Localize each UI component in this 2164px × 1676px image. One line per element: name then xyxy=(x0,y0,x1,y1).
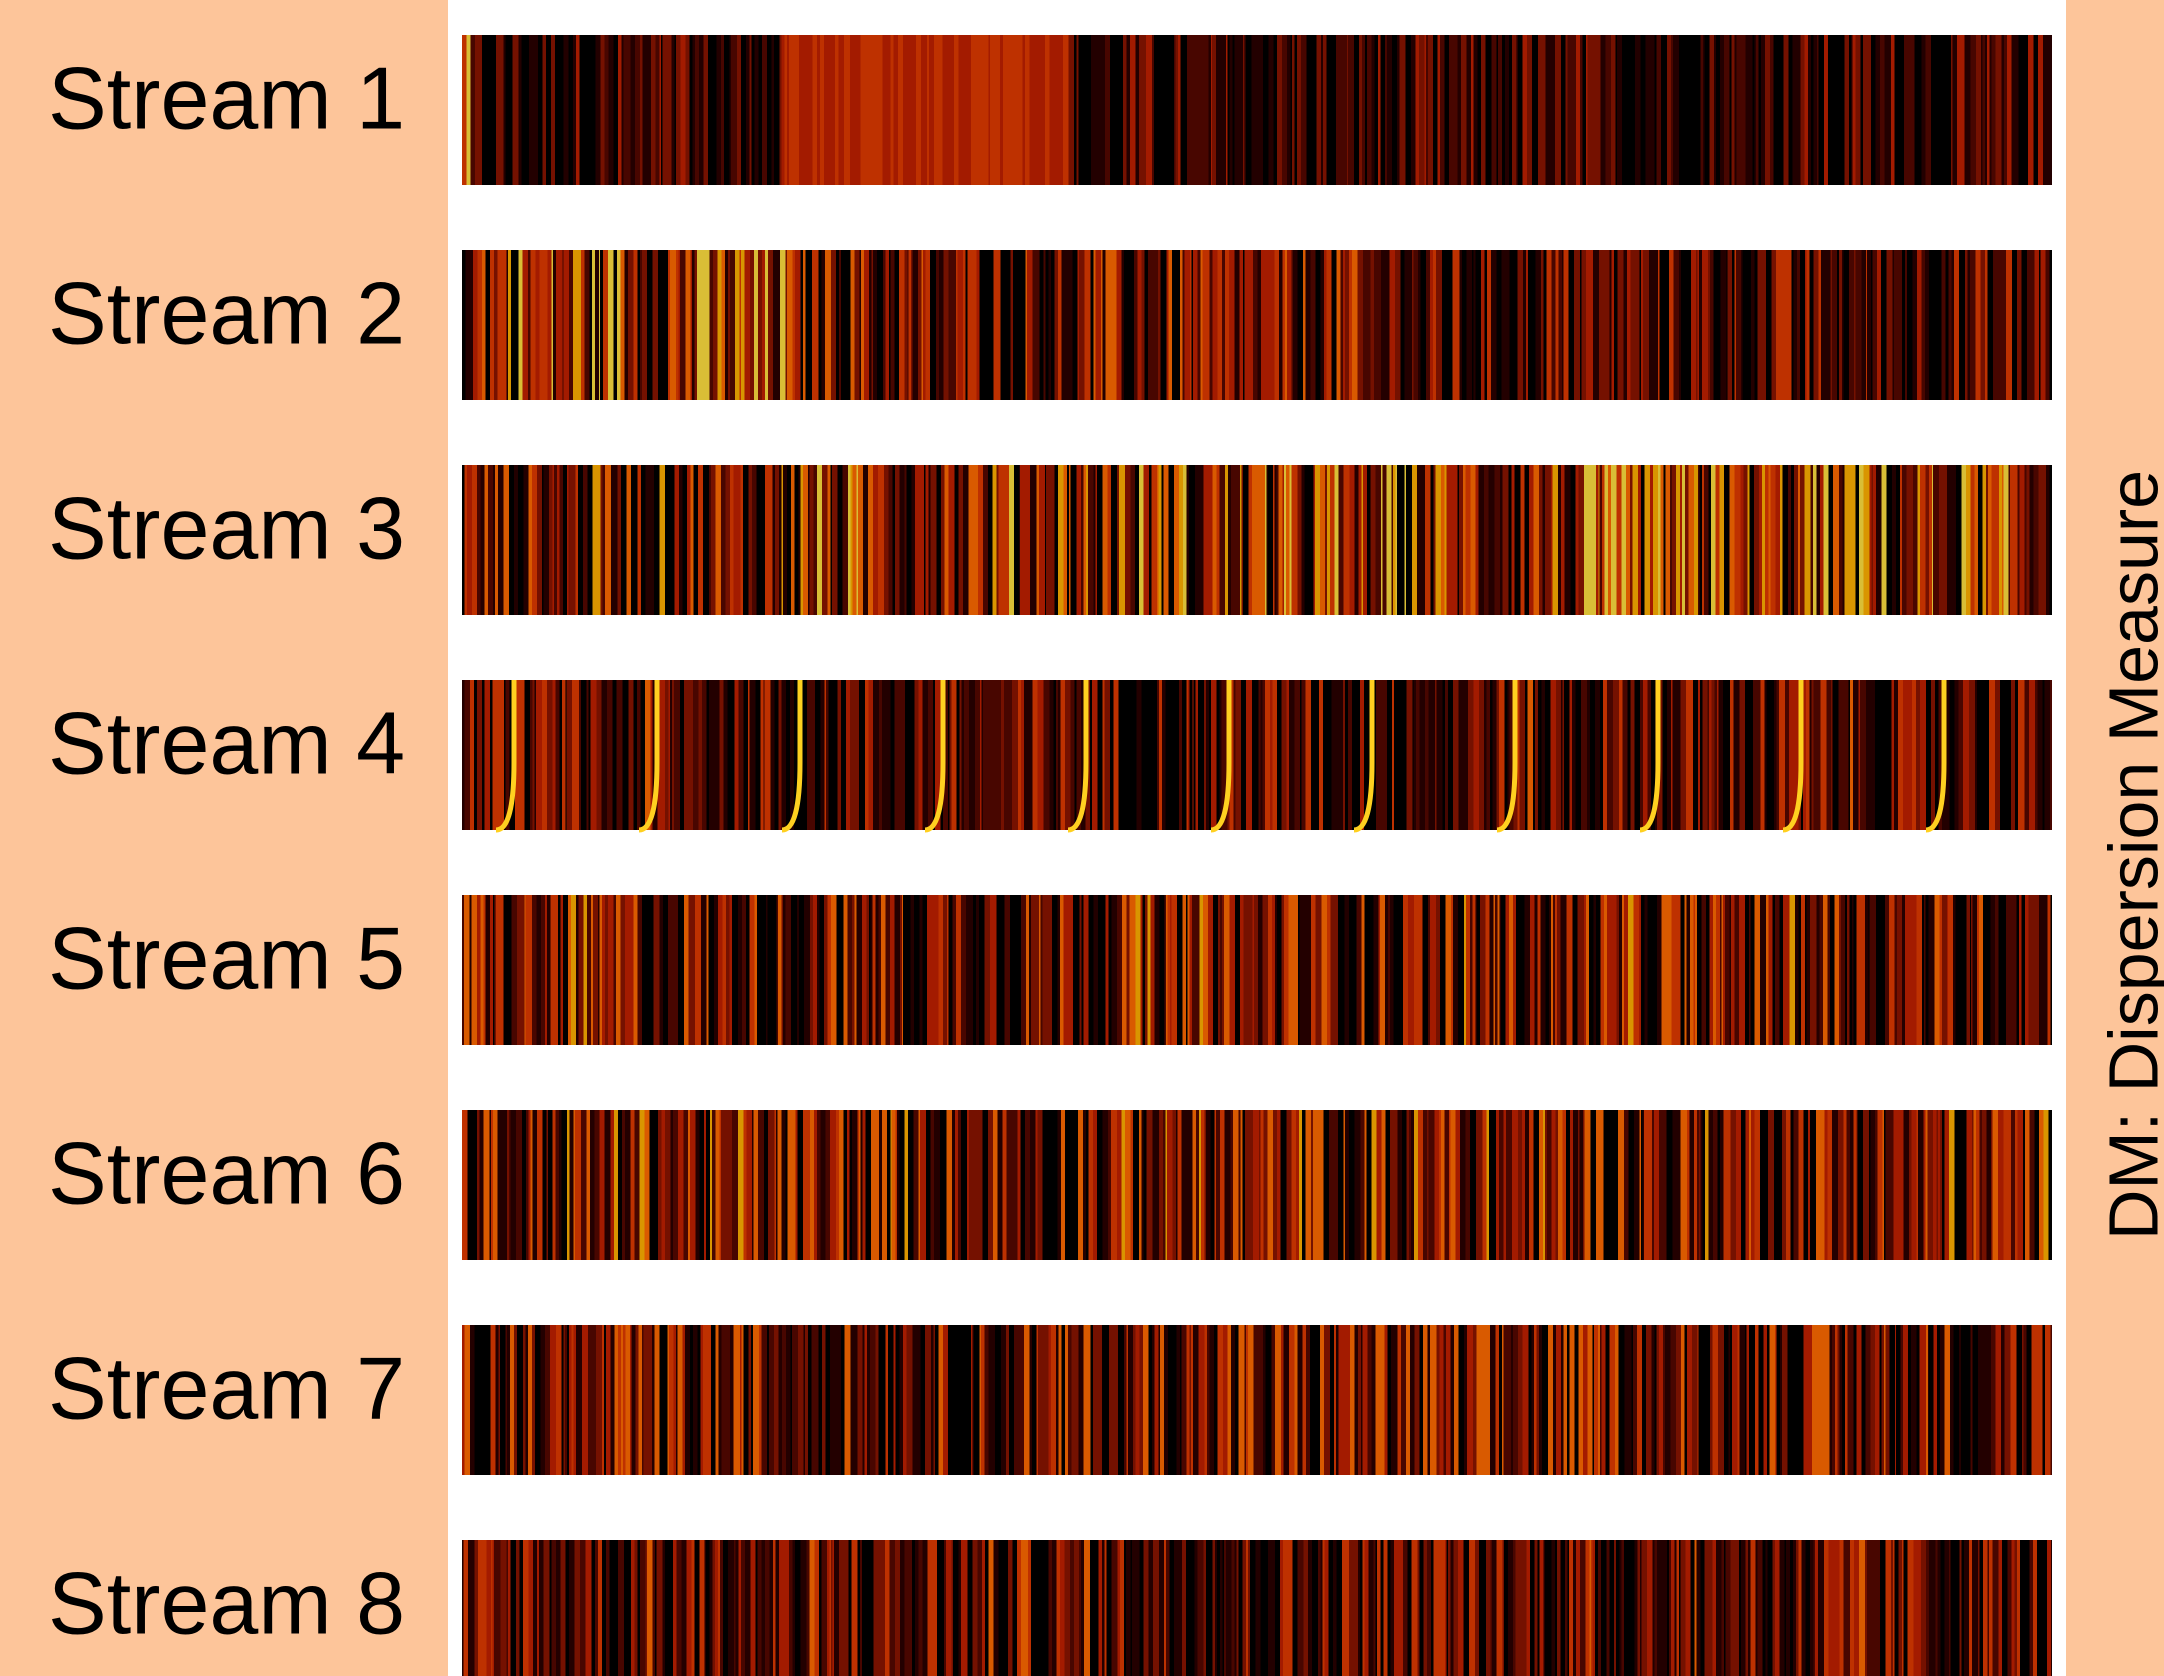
page: DM: Dispersion Measure Stream 1Stream 2S… xyxy=(0,0,2164,1676)
figure: DM: Dispersion Measure Stream 1Stream 2S… xyxy=(0,0,2164,1676)
